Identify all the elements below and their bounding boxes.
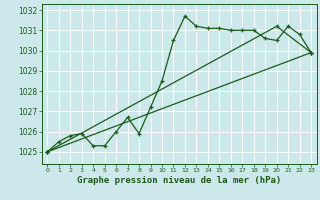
X-axis label: Graphe pression niveau de la mer (hPa): Graphe pression niveau de la mer (hPa) — [77, 176, 281, 185]
